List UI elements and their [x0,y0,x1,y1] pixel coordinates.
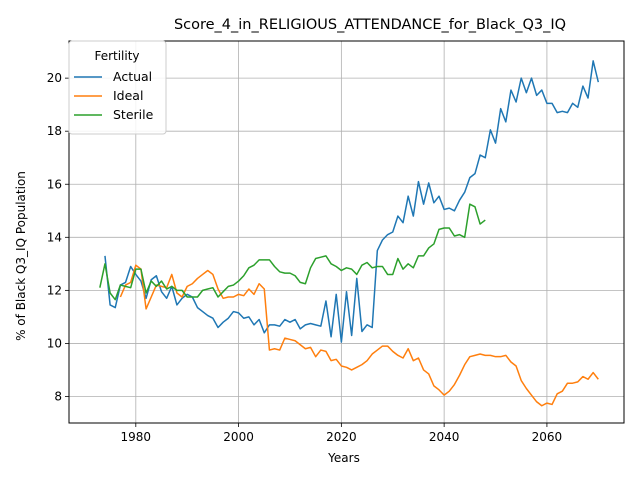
chart-title: Score_4_in_RELIGIOUS_ATTENDANCE_for_Blac… [174,17,566,33]
x-axis-label: Years [327,451,360,465]
legend: Fertility Actual Ideal Sterile [68,40,167,135]
legend-label-actual: Actual [113,69,152,84]
legend-label-ideal: Ideal [113,88,143,103]
series-line-sterile [99,203,486,301]
x-tick-label: 2040 [429,430,460,444]
y-tick-label: 18 [47,124,62,138]
y-tick-label: 16 [47,177,62,191]
x-tick-label: 2060 [532,430,563,444]
legend-entries: Actual Ideal Sterile [74,69,154,122]
legend-label-sterile: Sterile [113,107,154,122]
y-tick-label: 20 [47,71,62,85]
x-tick-label: 2000 [223,430,254,444]
y-tick-label: 8 [54,389,62,403]
y-tick-label: 12 [47,283,62,297]
series-line-actual [104,60,600,343]
y-tick-label: 10 [47,336,62,350]
plot-area-frame [68,40,625,424]
y-axis-label: % of Black Q3_IQ Population [14,171,28,341]
y-tick-label: 14 [47,230,62,244]
x-tick-label: 1980 [121,430,152,444]
x-tick-label: 2020 [326,430,357,444]
legend-box [68,40,167,135]
y-axis-ticks: 8 10 12 14 16 18 20 [47,71,69,403]
x-axis-ticks: 1980 2000 2020 2040 2060 [121,423,563,444]
series-line-ideal [119,264,599,407]
legend-title: Fertility [94,49,139,63]
series-lines [99,60,600,407]
